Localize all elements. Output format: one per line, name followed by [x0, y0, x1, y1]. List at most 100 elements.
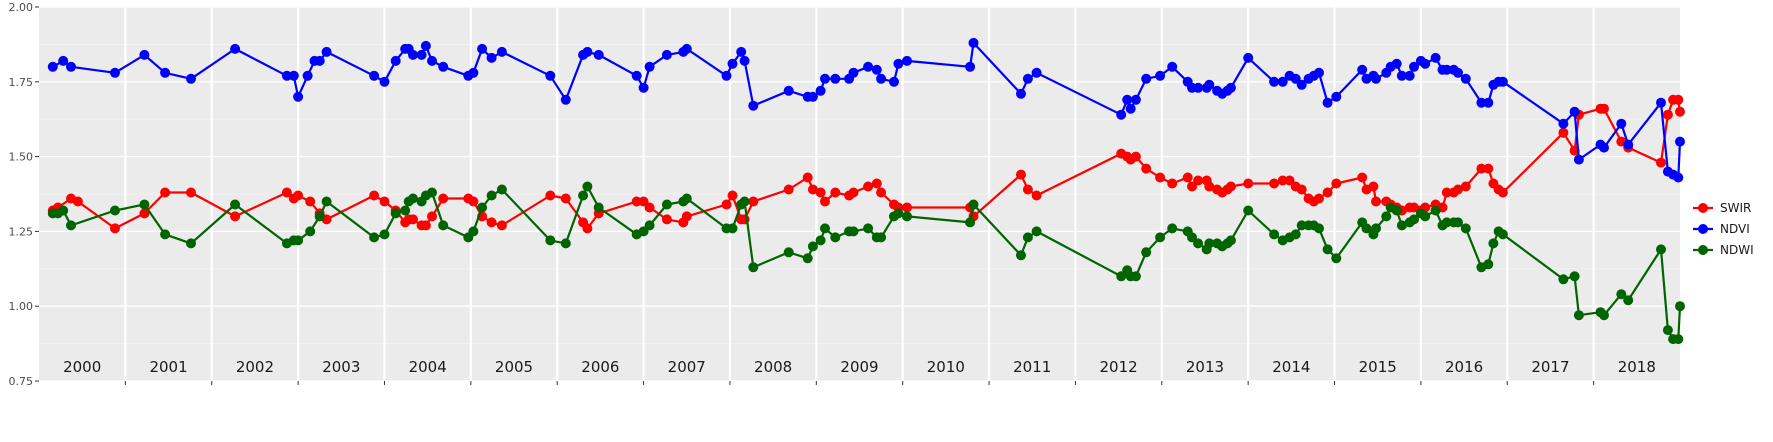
- data-point: [1476, 97, 1487, 108]
- year-label: 2008: [754, 358, 792, 376]
- data-point: [1130, 151, 1141, 162]
- data-point: [820, 223, 830, 234]
- data-point: [186, 73, 196, 84]
- data-point: [302, 70, 313, 81]
- data-point: [1031, 67, 1042, 78]
- data-point: [1616, 118, 1627, 129]
- data-point: [560, 94, 571, 105]
- data-point: [807, 241, 818, 252]
- data-point: [727, 190, 738, 201]
- data-point: [727, 58, 738, 69]
- year-label: 2000: [63, 358, 101, 376]
- data-point: [496, 46, 507, 57]
- data-point: [560, 193, 571, 204]
- data-point: [1130, 271, 1141, 282]
- data-point: [1573, 154, 1584, 165]
- data-point: [321, 196, 332, 207]
- data-point: [1322, 187, 1333, 198]
- data-point: [1371, 73, 1381, 84]
- legend-key-point: [1698, 203, 1708, 213]
- data-point: [739, 196, 750, 207]
- data-point: [186, 187, 196, 198]
- data-point: [1314, 223, 1324, 234]
- data-point: [871, 178, 882, 189]
- data-point: [486, 190, 497, 201]
- data-point: [1430, 52, 1441, 63]
- data-point: [1396, 70, 1407, 81]
- data-point: [830, 232, 841, 243]
- data-point: [661, 49, 672, 60]
- data-point: [438, 193, 449, 204]
- data-point: [721, 70, 732, 81]
- data-point: [1441, 187, 1452, 198]
- data-point: [1155, 70, 1166, 81]
- y-tick-label: 1.50: [9, 151, 34, 164]
- data-point: [1662, 325, 1673, 336]
- data-point: [468, 226, 479, 237]
- data-point: [1368, 181, 1379, 192]
- data-point: [160, 229, 171, 240]
- data-point: [110, 223, 120, 234]
- data-point: [1409, 61, 1419, 72]
- data-point: [830, 73, 841, 84]
- series-swir: [47, 94, 1685, 234]
- data-point: [1122, 94, 1133, 105]
- data-point: [1290, 229, 1301, 240]
- data-point: [968, 199, 979, 210]
- data-point: [644, 220, 655, 231]
- data-point: [230, 199, 241, 210]
- data-point: [369, 190, 380, 201]
- data-point: [1662, 109, 1673, 120]
- data-point: [408, 193, 418, 204]
- data-point: [1497, 187, 1508, 198]
- data-point: [1331, 253, 1342, 264]
- data-point: [1483, 97, 1494, 108]
- data-point: [876, 187, 887, 198]
- data-point: [1016, 169, 1026, 180]
- data-point: [1331, 178, 1342, 189]
- data-point: [582, 46, 593, 57]
- data-point: [1453, 184, 1463, 195]
- data-point: [1675, 106, 1685, 117]
- data-point: [1277, 175, 1288, 186]
- legend-key-point: [1698, 224, 1708, 234]
- data-point: [1616, 289, 1627, 300]
- data-point: [427, 211, 437, 222]
- data-point: [293, 235, 304, 246]
- data-point: [427, 55, 437, 66]
- data-point: [1599, 142, 1609, 153]
- data-point: [1296, 79, 1307, 90]
- data-point: [1656, 244, 1666, 255]
- data-point: [139, 208, 150, 219]
- data-point: [1483, 259, 1494, 270]
- data-point: [1569, 106, 1580, 117]
- data-point: [1277, 76, 1288, 87]
- year-label: 2010: [927, 358, 965, 376]
- data-point: [369, 232, 380, 243]
- data-point: [848, 67, 859, 78]
- data-point: [593, 202, 604, 213]
- data-point: [1314, 193, 1324, 204]
- data-point: [1193, 82, 1204, 93]
- data-point: [820, 196, 830, 207]
- data-point: [314, 55, 325, 66]
- data-point: [644, 202, 655, 213]
- data-point: [58, 55, 69, 66]
- data-point: [305, 196, 316, 207]
- data-point: [496, 220, 507, 231]
- data-point: [863, 223, 874, 234]
- data-point: [427, 187, 437, 198]
- data-point: [379, 196, 390, 207]
- data-point: [1187, 232, 1197, 243]
- data-point: [416, 49, 427, 60]
- data-point: [1022, 184, 1033, 195]
- data-point: [815, 85, 826, 96]
- data-point: [1296, 220, 1307, 231]
- year-label: 2003: [322, 358, 360, 376]
- data-point: [293, 190, 304, 201]
- data-point: [1167, 223, 1178, 234]
- data-point: [902, 55, 912, 66]
- data-point: [1130, 94, 1141, 105]
- year-label: 2007: [668, 358, 706, 376]
- data-point: [1125, 103, 1136, 114]
